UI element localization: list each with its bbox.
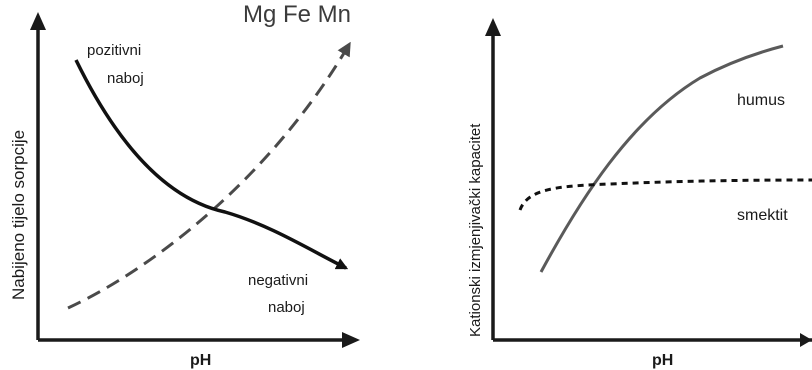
right-x-axis-arrowhead <box>800 333 812 347</box>
watermark-text: Mg Fe Mn <box>243 1 351 28</box>
smektit-label: smektit <box>737 207 788 224</box>
humus-curve <box>539 44 784 273</box>
right-y-axis-label: Kationski izmjenjivački kapacitet <box>467 123 484 337</box>
left-x-axis-label: pH <box>190 352 211 369</box>
left-dashed-curve-rising <box>67 41 352 310</box>
positive-charge-label-line1: pozitivni <box>87 42 141 59</box>
left-panel: pozitivni naboj negativni naboj Nabijeno… <box>9 12 360 369</box>
left-y-axis-label: Nabijeno tijelo sorpcije <box>9 130 28 300</box>
negative-charge-label-line2: naboj <box>268 299 305 316</box>
positive-charge-label-line2: naboj <box>107 70 144 87</box>
smektit-curve <box>518 178 812 211</box>
right-x-axis-label: pH <box>652 352 673 369</box>
left-x-axis-arrowhead <box>342 332 360 348</box>
left-y-axis-arrowhead <box>30 12 46 30</box>
right-y-axis-arrowhead <box>485 18 501 36</box>
negative-charge-label-line1: negativni <box>248 272 308 289</box>
humus-label: humus <box>737 92 785 109</box>
left-solid-curve-falling <box>74 59 349 270</box>
right-panel: humus smektit Kationski izmjenjivački ka… <box>467 18 812 369</box>
